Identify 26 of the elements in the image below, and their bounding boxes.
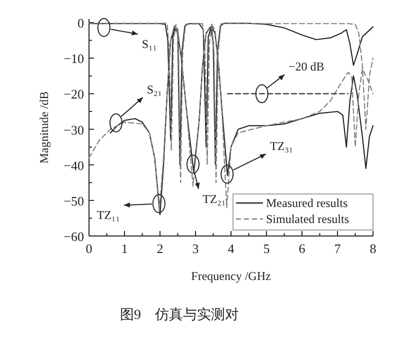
- annotation: −20 dB: [288, 60, 324, 74]
- y-axis-title: Magnitude /dB: [37, 91, 51, 164]
- y-tick-label: −30: [64, 122, 84, 137]
- x-tick-label: 1: [121, 241, 128, 256]
- annotation: S₁₁: [142, 37, 157, 52]
- annotation: TZ₁₁: [96, 208, 120, 222]
- annotation: S₂₁: [146, 82, 162, 96]
- x-axis-title: Frequency /GHz: [191, 269, 271, 283]
- legend-label: Measured results: [266, 196, 348, 210]
- y-tick-label: −40: [64, 157, 84, 172]
- y-tick-label: −60: [64, 228, 84, 244]
- x-tick-label: 6: [298, 241, 306, 256]
- x-tick-label: 4: [228, 241, 235, 256]
- x-tick-label: 3: [192, 241, 199, 256]
- y-tick-label: 0: [78, 15, 84, 30]
- x-tick-label: 5: [263, 241, 270, 256]
- x-tick-label: 8: [370, 241, 376, 256]
- y-tick-label: −10: [64, 50, 84, 66]
- annotation: TZ₂₁: [202, 192, 226, 206]
- caption: 图9 仿真与实测对: [120, 307, 239, 323]
- x-tick-label: 2: [156, 241, 164, 256]
- legend-label: Simulated results: [266, 212, 350, 226]
- y-tick-label: −20: [64, 86, 84, 102]
- annotation: TZ₃₁: [270, 138, 294, 153]
- y-tick-label: −50: [64, 192, 84, 208]
- x-tick-label: 7: [334, 241, 342, 256]
